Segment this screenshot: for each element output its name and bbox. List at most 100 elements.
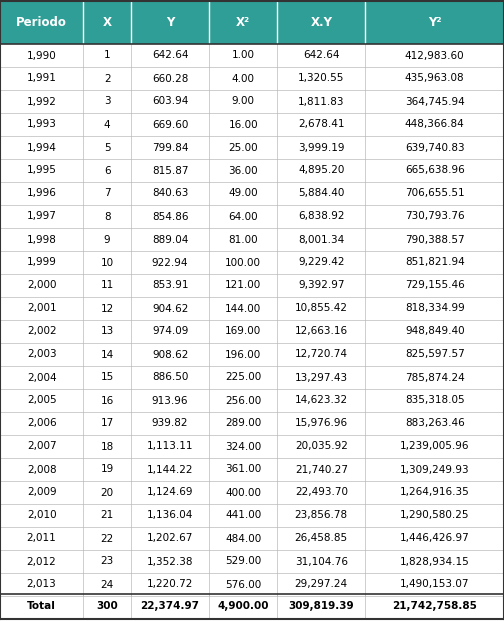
Text: 1,999: 1,999 [27, 258, 56, 268]
Text: 144.00: 144.00 [225, 304, 261, 314]
Text: 3,999.19: 3,999.19 [298, 142, 345, 153]
Bar [365, 412, 504, 435]
Bar [209, 274, 277, 297]
Bar [131, 136, 209, 159]
Text: 2,678.41: 2,678.41 [298, 119, 345, 130]
Bar [131, 228, 209, 251]
Text: 22: 22 [100, 533, 114, 543]
Bar [131, 550, 209, 573]
Bar [277, 113, 365, 136]
Bar [0, 481, 83, 504]
Text: 448,366.84: 448,366.84 [405, 119, 465, 130]
Bar [209, 228, 277, 251]
Text: 4,895.20: 4,895.20 [298, 166, 345, 176]
Bar [131, 251, 209, 274]
Bar [365, 67, 504, 90]
Bar [0, 1, 83, 44]
Text: Y: Y [166, 16, 174, 29]
Text: 818,334.99: 818,334.99 [405, 304, 465, 314]
Text: 6,838.92: 6,838.92 [298, 212, 345, 222]
Bar [365, 44, 504, 67]
Bar [131, 458, 209, 481]
Text: 9,229.42: 9,229.42 [298, 258, 345, 268]
Text: 840.63: 840.63 [152, 189, 188, 199]
Text: 974.09: 974.09 [152, 327, 188, 337]
Bar [0, 366, 83, 389]
Text: 851,821.94: 851,821.94 [405, 258, 465, 268]
Text: 1,320.55: 1,320.55 [298, 73, 345, 83]
Bar [0, 274, 83, 297]
Text: 1,309,249.93: 1,309,249.93 [400, 465, 470, 474]
Text: 2,002: 2,002 [27, 327, 56, 337]
Bar [365, 228, 504, 251]
Text: 15: 15 [100, 373, 114, 383]
Bar [209, 366, 277, 389]
Text: 22,374.97: 22,374.97 [141, 602, 200, 612]
Text: 1,811.83: 1,811.83 [298, 96, 345, 106]
Text: 21: 21 [100, 510, 114, 520]
Text: 1,264,916.35: 1,264,916.35 [400, 487, 470, 497]
Bar [277, 435, 365, 458]
Bar [365, 1, 504, 44]
Text: Y²: Y² [428, 16, 442, 29]
Text: 64.00: 64.00 [228, 212, 258, 222]
Text: 576.00: 576.00 [225, 579, 261, 589]
Bar [83, 1, 131, 44]
Text: 529.00: 529.00 [225, 556, 261, 566]
Bar [365, 251, 504, 274]
Text: 2,010: 2,010 [27, 510, 56, 520]
Text: 2,004: 2,004 [27, 373, 56, 383]
Text: 665,638.96: 665,638.96 [405, 166, 465, 176]
Bar [83, 67, 131, 90]
Bar [0, 182, 83, 205]
Text: 639,740.83: 639,740.83 [405, 142, 465, 153]
Bar [131, 44, 209, 67]
Text: 790,388.57: 790,388.57 [405, 235, 465, 245]
Text: 2,005: 2,005 [27, 396, 56, 406]
Text: 1,446,426.97: 1,446,426.97 [400, 533, 470, 543]
Text: 908.62: 908.62 [152, 350, 188, 360]
Text: 16.00: 16.00 [228, 119, 258, 130]
Text: 853.91: 853.91 [152, 281, 188, 291]
Bar [83, 228, 131, 251]
Bar [277, 251, 365, 274]
Text: 196.00: 196.00 [225, 350, 261, 360]
Bar [277, 320, 365, 343]
Text: 36.00: 36.00 [228, 166, 258, 176]
Text: 14: 14 [100, 350, 114, 360]
Bar [131, 90, 209, 113]
Bar [131, 527, 209, 550]
Bar [83, 550, 131, 573]
Bar [209, 504, 277, 527]
Bar [365, 205, 504, 228]
Text: 12: 12 [100, 304, 114, 314]
Bar [0, 343, 83, 366]
Bar [0, 573, 83, 596]
Bar [209, 573, 277, 596]
Text: 24: 24 [100, 579, 114, 589]
Text: 1,991: 1,991 [27, 73, 56, 83]
Bar [83, 44, 131, 67]
Text: 1,239,005.96: 1,239,005.96 [400, 442, 469, 451]
Bar [277, 228, 365, 251]
Bar [209, 159, 277, 182]
Text: 324.00: 324.00 [225, 442, 261, 451]
Text: 11: 11 [100, 281, 114, 291]
Bar [0, 458, 83, 481]
Bar [0, 159, 83, 182]
Bar [209, 205, 277, 228]
Bar [209, 343, 277, 366]
Bar [83, 297, 131, 320]
Text: 225.00: 225.00 [225, 373, 261, 383]
Bar [0, 228, 83, 251]
Bar [277, 274, 365, 297]
Text: 169.00: 169.00 [225, 327, 261, 337]
Text: 2,013: 2,013 [27, 579, 56, 589]
Bar [209, 389, 277, 412]
Text: 441.00: 441.00 [225, 510, 261, 520]
Bar [277, 366, 365, 389]
Text: 2,000: 2,000 [27, 281, 56, 291]
Bar [277, 44, 365, 67]
Text: 1,994: 1,994 [27, 142, 56, 153]
Text: 364,745.94: 364,745.94 [405, 96, 465, 106]
